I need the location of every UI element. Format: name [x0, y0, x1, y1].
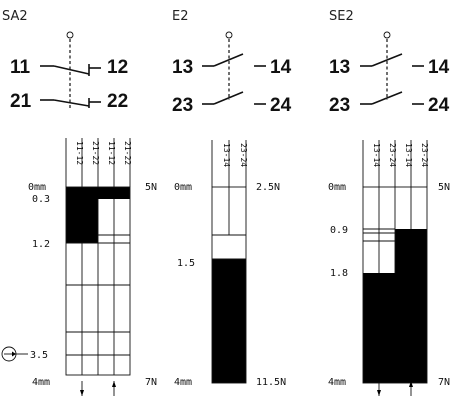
column-label: 13-14 — [372, 143, 381, 167]
travel-label: 1.8 — [330, 268, 348, 279]
terminal-label: 22 — [107, 91, 128, 112]
panel-e2: E2 13 14 23 24 13-14 23-24 — [172, 9, 292, 388]
terminal-label: 23 — [329, 95, 350, 116]
travel-label: 0.3 — [32, 194, 50, 205]
terminal-label: 13 — [329, 57, 350, 78]
terminal-label: 11 — [10, 57, 31, 78]
column-label: 13-14 — [222, 143, 231, 167]
travel-label: 4mm — [32, 377, 50, 388]
terminal-label: 14 — [428, 57, 450, 78]
terminal-label: 14 — [270, 57, 292, 78]
panel-title: SA2 — [2, 9, 28, 24]
column-label: 21-22 — [123, 141, 132, 165]
force-label: 2.5N — [256, 182, 280, 193]
column-label: 11-12 — [75, 141, 84, 165]
terminal-label: 24 — [270, 95, 292, 116]
contact-closed-region — [98, 187, 130, 199]
timing-chart — [211, 140, 247, 384]
contact-closed-region — [212, 259, 246, 383]
column-label: 23-24 — [239, 143, 248, 167]
force-label: 7N — [438, 377, 450, 388]
column-label: 21-22 — [91, 141, 100, 165]
travel-label: 0mm — [174, 182, 192, 193]
column-label: 23-24 — [388, 143, 397, 167]
contact-symbol — [360, 31, 424, 105]
terminal-label: 23 — [172, 95, 193, 116]
actuator-circle — [66, 31, 74, 39]
travel-label: 0.9 — [330, 225, 348, 236]
actuator-circle — [383, 31, 391, 39]
timing-chart — [1, 138, 131, 396]
travel-label: 0mm — [28, 182, 46, 193]
panel-sa2: SA2 11 12 21 22 — [1, 9, 157, 396]
travel-label: 3.5 — [30, 350, 48, 361]
contact-closed-region — [363, 273, 395, 383]
terminal-label: 13 — [172, 57, 193, 78]
force-label: 5N — [438, 182, 450, 193]
contact-symbol — [202, 31, 266, 105]
panel-title: E2 — [172, 9, 189, 24]
travel-label: 1.5 — [177, 258, 195, 269]
travel-label: 0mm — [328, 182, 346, 193]
timing-chart — [362, 140, 428, 396]
terminal-label: 24 — [428, 95, 450, 116]
contact-closed-region — [395, 229, 427, 383]
force-label: 5N — [145, 182, 157, 193]
force-label: 7N — [145, 377, 157, 388]
contact-symbol — [40, 31, 101, 108]
column-label: 23-24 — [420, 143, 429, 167]
terminal-label: 12 — [107, 57, 128, 78]
travel-label: 4mm — [174, 377, 192, 388]
column-label: 13-14 — [404, 143, 413, 167]
panel-se2: SE2 13 14 23 24 — [328, 9, 450, 396]
force-label: 11.5N — [256, 377, 286, 388]
panel-title: SE2 — [329, 9, 354, 24]
travel-label: 1.2 — [32, 239, 50, 250]
travel-label: 4mm — [328, 377, 346, 388]
column-label: 11-12 — [107, 141, 116, 165]
contact-closed-region — [66, 187, 98, 243]
actuator-circle — [225, 31, 233, 39]
terminal-label: 21 — [10, 91, 32, 112]
